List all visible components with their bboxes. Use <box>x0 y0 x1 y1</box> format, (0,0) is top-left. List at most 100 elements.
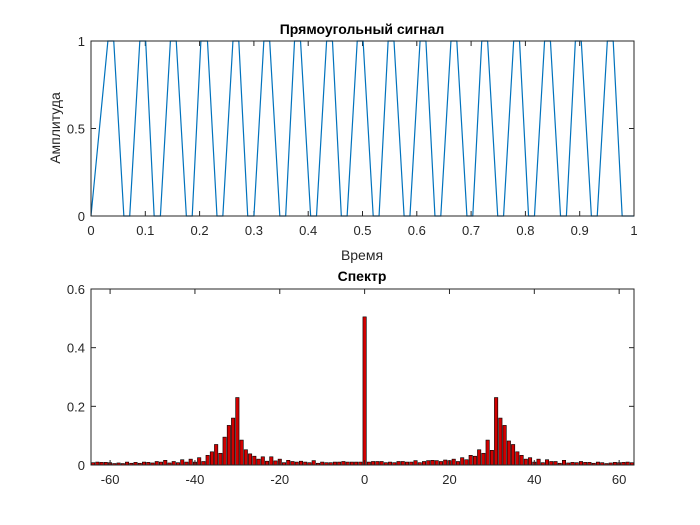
spectrum-bar <box>256 458 261 466</box>
spectrum-y-tick-labels: 0 0.2 0.4 0.6 <box>67 282 85 473</box>
spectrum-x-tick-label: 20 <box>442 472 456 487</box>
spectrum-bar <box>197 457 202 466</box>
spectrum-bar <box>273 460 278 466</box>
spectrum-bar <box>451 458 456 466</box>
signal-y-tick-label: 0 <box>78 209 85 224</box>
spectrum-bar <box>265 460 270 466</box>
spectrum-bar <box>260 456 265 466</box>
spectrum-bar <box>163 460 168 466</box>
spectrum-bar <box>252 455 257 466</box>
signal-x-tick-label: 0.9 <box>571 223 589 238</box>
spectrum-bar <box>545 459 550 466</box>
spectrum-bar <box>180 459 185 466</box>
spectrum-bar <box>549 461 554 466</box>
signal-x-tick-label: 0.6 <box>408 223 426 238</box>
spectrum-bar <box>298 460 303 466</box>
signal-x-tick-label: 1 <box>630 223 637 238</box>
spectrum-plot: Спектр -60 -40 -20 0 20 40 60 0 0.2 0.4 0.6 <box>67 268 635 487</box>
spectrum-bar <box>523 458 528 466</box>
spectrum-title: Спектр <box>338 268 387 284</box>
spectrum-bar <box>477 449 482 466</box>
spectrum-bar <box>464 459 469 466</box>
spectrum-ticks <box>91 288 634 466</box>
spectrum-bar <box>188 458 193 466</box>
spectrum-bar <box>235 397 240 466</box>
spectrum-bar <box>239 439 244 466</box>
signal-x-tick-label: 0.3 <box>245 223 263 238</box>
spectrum-bar <box>489 450 494 466</box>
signal-title: Прямоугольный сигнал <box>280 21 445 37</box>
spectrum-axes-background <box>91 289 634 465</box>
signal-x-tick-label: 0.4 <box>299 223 317 238</box>
spectrum-bar <box>485 439 490 466</box>
signal-x-tick-label: 0.2 <box>191 223 209 238</box>
signal-x-axis-label: Время <box>341 247 383 263</box>
spectrum-bar <box>214 444 219 466</box>
spectrum-bar <box>154 461 159 466</box>
spectrum-bar <box>400 461 405 466</box>
signal-y-tick-label: 0.5 <box>67 122 85 137</box>
spectrum-bar <box>222 436 227 466</box>
spectrum-bar <box>498 417 503 466</box>
spectrum-bar <box>341 461 346 466</box>
signal-y-tick-labels: 00.51 <box>67 34 85 224</box>
spectrum-bar <box>413 460 418 466</box>
spectrum-x-tick-label: 40 <box>527 472 541 487</box>
spectrum-bar <box>218 452 223 466</box>
spectrum-bar <box>426 460 431 466</box>
spectrum-x-tick-label: 0 <box>361 472 368 487</box>
spectrum-bar <box>205 455 210 466</box>
spectrum-bar <box>201 461 206 466</box>
signal-x-tick-label: 0.7 <box>462 223 480 238</box>
spectrum-bar <box>553 461 558 466</box>
signal-y-axis-label: Амплитуда <box>47 92 63 164</box>
spectrum-bar <box>248 453 253 466</box>
spectrum-bar <box>171 461 176 466</box>
spectrum-bar <box>396 461 401 466</box>
spectrum-bar <box>536 458 541 466</box>
spectrum-bar <box>434 460 439 466</box>
spectrum-bar <box>371 461 376 466</box>
spectrum-bar <box>460 457 465 466</box>
spectrum-bar <box>422 461 426 466</box>
signal-plot: Прямоугольный сигнал 0 0.1 0.2 0.3 0.4 0.5 0.6… <box>47 21 638 263</box>
spectrum-x-tick-label: -60 <box>101 472 120 487</box>
spectrum-bar <box>311 460 316 466</box>
signal-x-tick-label: 0 <box>87 223 94 238</box>
signal-axes-background <box>91 41 634 216</box>
spectrum-bar <box>362 316 367 466</box>
spectrum-bar <box>472 455 477 466</box>
spectrum-bar <box>578 461 583 466</box>
spectrum-bar <box>231 417 236 466</box>
signal-x-tick-label: 0.5 <box>353 223 371 238</box>
spectrum-bar <box>269 456 274 466</box>
spectrum-bar <box>209 451 214 466</box>
spectrum-x-tick-label: -20 <box>270 472 289 487</box>
signal-y-tick-label: 1 <box>78 34 85 49</box>
spectrum-bar <box>494 397 499 466</box>
signal-x-tick-labels: 0 0.1 0.2 0.3 0.4 0.5 0.6 0.7 0.8 0.9 1 <box>87 223 637 238</box>
spectrum-bar <box>455 461 460 466</box>
spectrum-bar <box>468 455 473 466</box>
spectrum-bar <box>515 451 520 466</box>
spectrum-x-tick-label: -40 <box>186 472 205 487</box>
spectrum-bar <box>243 449 248 466</box>
spectrum-bar <box>502 425 507 466</box>
spectrum-bar <box>506 440 511 466</box>
spectrum-bar <box>286 460 291 466</box>
spectrum-y-tick-label: 0 <box>78 458 85 473</box>
spectrum-bar <box>430 460 435 466</box>
spectrum-bar <box>443 459 448 466</box>
spectrum-y-tick-label: 0.4 <box>67 341 85 356</box>
spectrum-bar <box>519 455 524 466</box>
spectrum-y-tick-label: 0.6 <box>67 282 85 297</box>
signal-x-tick-label: 0.1 <box>136 223 154 238</box>
spectrum-x-tick-labels: -60 -40 -20 0 20 40 60 <box>101 472 627 487</box>
spectrum-bar <box>290 461 295 466</box>
spectrum-bar <box>528 457 533 466</box>
spectrum-bar <box>226 425 231 466</box>
spectrum-bar <box>375 461 380 466</box>
spectrum-bar <box>438 461 443 466</box>
signal-x-tick-label: 0.8 <box>516 223 534 238</box>
